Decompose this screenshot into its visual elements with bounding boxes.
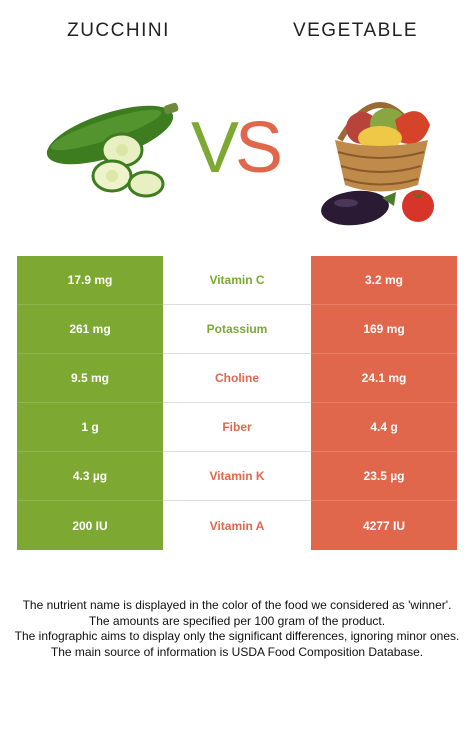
nutrient-comparison-table: 17.9 mg Vitamin C 3.2 mg 261 mg Potassiu… bbox=[17, 256, 457, 550]
vegetable-value: 24.1 mg bbox=[311, 354, 457, 403]
footer-line: The main source of information is USDA F… bbox=[50, 644, 424, 659]
zucchini-value: 1 g bbox=[17, 403, 163, 452]
footer-notes: The nutrient name is displayed in the co… bbox=[10, 598, 464, 660]
vegetable-value: 23.5 µg bbox=[311, 452, 457, 501]
vs-label: VS bbox=[180, 108, 290, 188]
vegetable-value: 4277 IU bbox=[311, 501, 457, 550]
table-row: 1 g Fiber 4.4 g bbox=[17, 403, 457, 452]
nutrient-name: Fiber bbox=[163, 403, 311, 452]
zucchini-value: 9.5 mg bbox=[17, 354, 163, 403]
zucchini-value: 17.9 mg bbox=[17, 256, 163, 305]
vs-s-letter: S bbox=[235, 108, 283, 188]
footer-line: The nutrient name is displayed in the co… bbox=[22, 598, 452, 612]
table-row: 200 IU Vitamin A 4277 IU bbox=[17, 501, 457, 550]
vegetable-value: 4.4 g bbox=[311, 403, 457, 452]
left-food-title: ZUCCHINI bbox=[67, 20, 170, 41]
vegetable-value: 3.2 mg bbox=[311, 256, 457, 305]
vs-v-letter: V bbox=[190, 108, 239, 188]
zucchini-image bbox=[46, 102, 179, 198]
table-row: 9.5 mg Choline 24.1 mg bbox=[17, 354, 457, 403]
table-row: 17.9 mg Vitamin C 3.2 mg bbox=[17, 256, 457, 305]
right-food-title: VEGETABLE bbox=[292, 20, 419, 41]
footer-line: The infographic aims to display only the… bbox=[14, 629, 460, 643]
nutrient-name: Potassium bbox=[163, 305, 311, 354]
table-row: 4.3 µg Vitamin K 23.5 µg bbox=[17, 452, 457, 501]
nutrient-name: Vitamin A bbox=[163, 501, 311, 550]
nutrient-name: Vitamin K bbox=[163, 452, 311, 501]
footer-line: The amounts are specified per 100 gram o… bbox=[88, 613, 386, 628]
zucchini-value: 200 IU bbox=[17, 501, 163, 550]
zucchini-value: 261 mg bbox=[17, 305, 163, 354]
zucchini-value: 4.3 µg bbox=[17, 452, 163, 501]
table-row: 261 mg Potassium 169 mg bbox=[17, 305, 457, 354]
vegetable-value: 169 mg bbox=[311, 305, 457, 354]
nutrient-name: Choline bbox=[163, 354, 311, 403]
vegetable-basket-image bbox=[321, 102, 434, 226]
nutrient-name: Vitamin C bbox=[163, 256, 311, 305]
